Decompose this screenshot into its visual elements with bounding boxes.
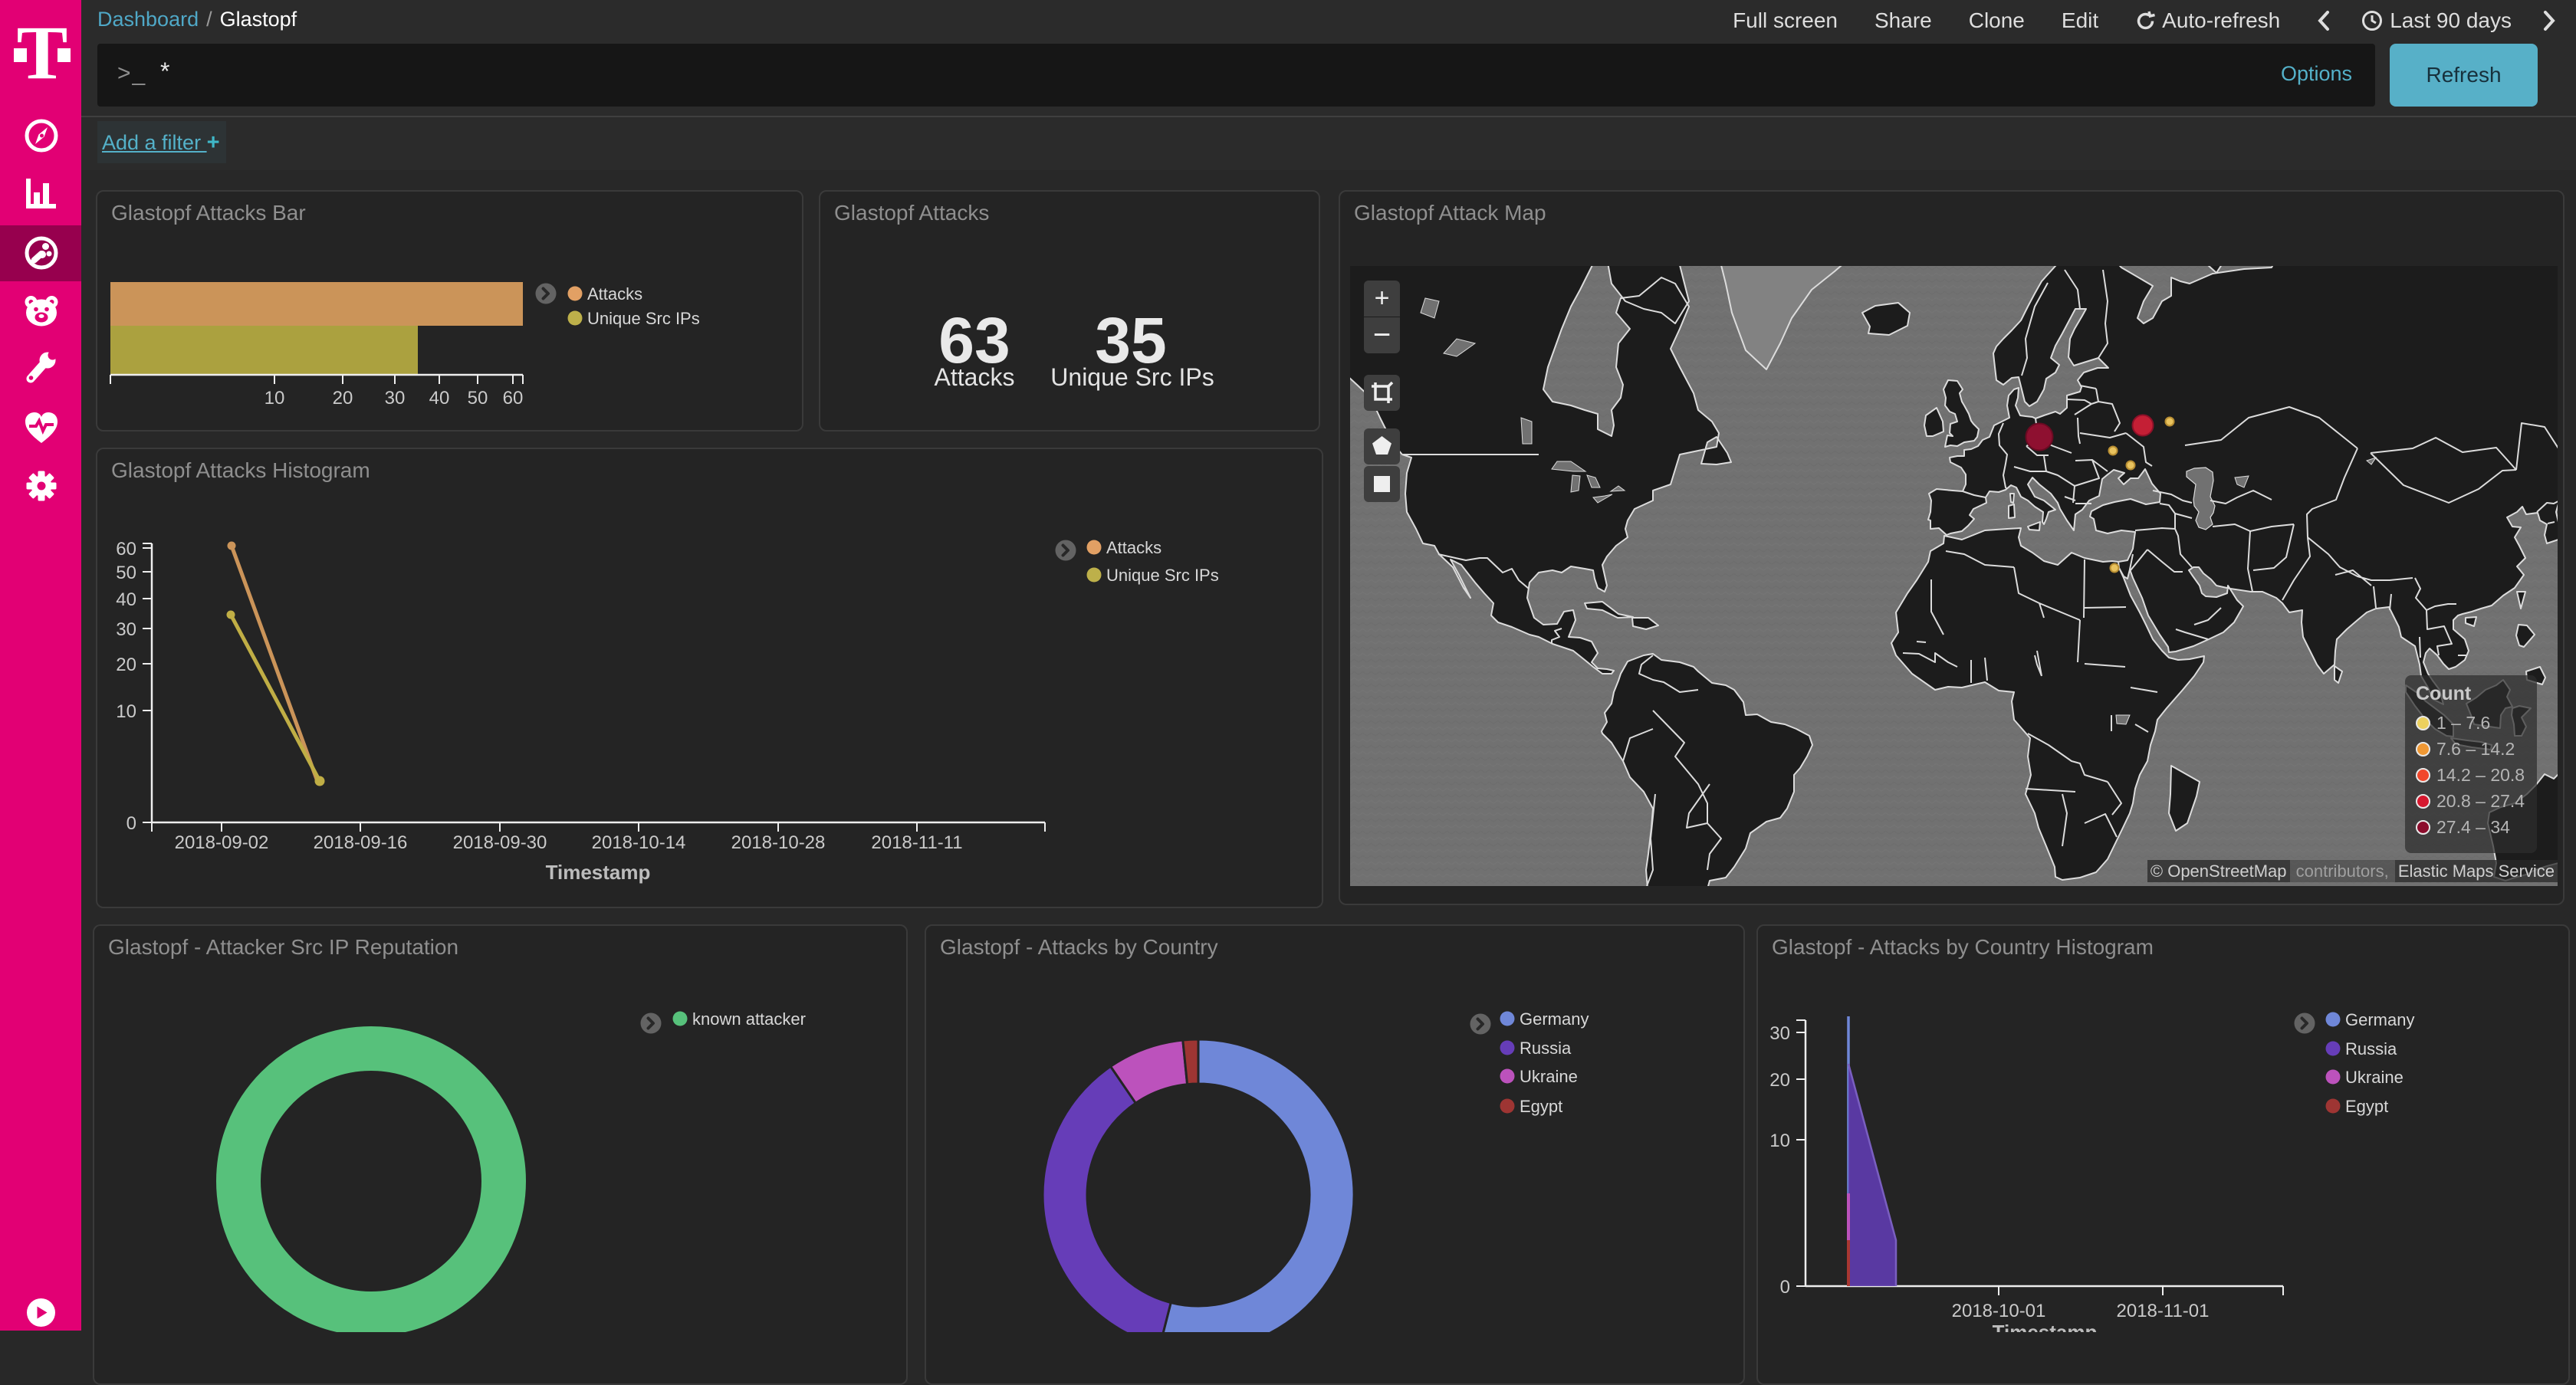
svg-text:30: 30 [1769,1023,1790,1044]
svg-text:0: 0 [1780,1277,1790,1298]
svg-text:2018-09-16: 2018-09-16 [314,832,408,853]
svg-text:Ukraine: Ukraine [2345,1068,2404,1087]
svg-text:50: 50 [468,388,488,409]
svg-text:50: 50 [116,563,136,583]
svg-text:20: 20 [333,388,353,409]
svg-text:20: 20 [116,655,136,675]
svg-text:2018-10-28: 2018-10-28 [731,832,826,853]
svg-text:10: 10 [116,701,136,722]
svg-text:2018-10-01: 2018-10-01 [1952,1301,2046,1321]
svg-text:2018-09-02: 2018-09-02 [175,832,269,853]
svg-text:30: 30 [116,619,136,640]
svg-text:2018-11-01: 2018-11-01 [2117,1301,2210,1321]
svg-text:known attacker: known attacker [692,1009,806,1029]
svg-text:Unique Src IPs: Unique Src IPs [1106,566,1219,585]
svg-text:Germany: Germany [2345,1010,2414,1029]
svg-text:60: 60 [116,539,136,560]
svg-text:Russia: Russia [2345,1039,2397,1058]
svg-text:Germany: Germany [1520,1009,1589,1029]
svg-text:Timestamp: Timestamp [546,861,651,884]
svg-text:Russia: Russia [1520,1039,1572,1058]
svg-text:10: 10 [1769,1131,1790,1151]
svg-text:Unique Src IPs: Unique Src IPs [587,309,700,328]
svg-text:20: 20 [1769,1070,1790,1091]
svg-text:Ukraine: Ukraine [1520,1067,1578,1086]
svg-text:Egypt: Egypt [2345,1097,2388,1116]
svg-text:40: 40 [116,589,136,610]
svg-text:30: 30 [385,388,406,409]
svg-text:2018-09-30: 2018-09-30 [453,832,547,853]
svg-text:40: 40 [429,388,450,409]
svg-text:2018-10-14: 2018-10-14 [592,832,686,853]
svg-text:60: 60 [503,388,524,409]
svg-text:10: 10 [264,388,285,409]
svg-text:Attacks: Attacks [1106,538,1162,557]
svg-text:0: 0 [127,813,136,834]
svg-text:Egypt: Egypt [1520,1097,1562,1116]
svg-text:Attacks: Attacks [587,284,642,304]
svg-text:2018-11-11: 2018-11-11 [871,832,962,853]
